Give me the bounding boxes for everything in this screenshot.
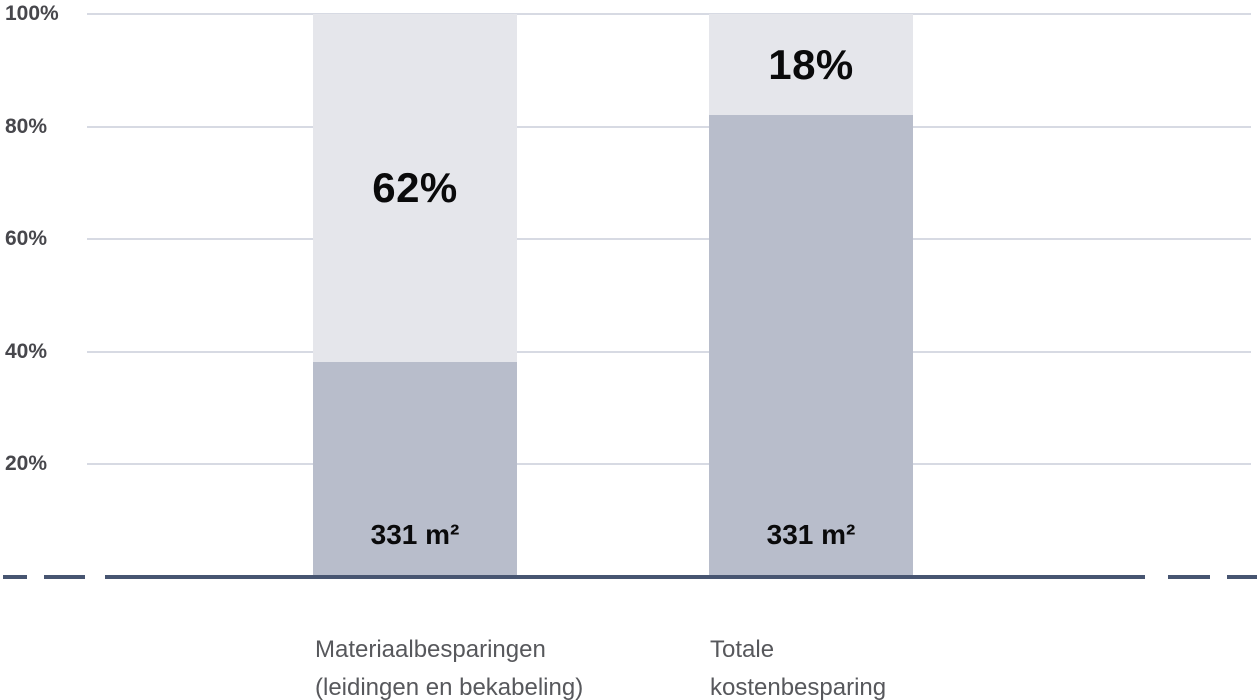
- area-value-label: 331 m²: [766, 519, 856, 550]
- y-axis-tick-label: 40%: [5, 340, 48, 363]
- y-axis-tick-label: 100%: [5, 2, 59, 25]
- bar-totale-kostenbesparing: 331 m² 18%: [709, 14, 913, 575]
- segment-dark: 331 m²: [313, 361, 517, 575]
- y-axis-tick-label: 80%: [5, 115, 48, 138]
- y-axis-tick-label: 20%: [5, 452, 48, 475]
- category-label: Totale kostenbesparing: [710, 631, 1040, 700]
- gridline: [87, 351, 1251, 353]
- gridline: [87, 13, 1251, 15]
- area-value-label: 331 m²: [370, 519, 460, 550]
- percent-value-label: 62%: [372, 163, 458, 211]
- x-axis-line: [3, 575, 1257, 579]
- segment-light: 18%: [709, 14, 913, 115]
- category-label-line: (leidingen en bekabeling): [315, 674, 584, 700]
- y-axis-tick-label: 60%: [5, 227, 48, 250]
- category-label-line: kostenbesparing: [710, 674, 887, 700]
- category-label: Materiaalbesparingen (leidingen en bekab…: [315, 631, 645, 700]
- gridline: [87, 463, 1251, 465]
- gridline: [87, 126, 1251, 128]
- segment-dark: 331 m²: [709, 114, 913, 575]
- gridline: [87, 238, 1251, 240]
- category-label-line: Materiaalbesparingen: [315, 636, 546, 663]
- bar-materiaalbesparingen: 331 m² 62%: [313, 14, 517, 575]
- segment-light: 62%: [313, 14, 517, 362]
- percent-value-label: 18%: [768, 40, 854, 88]
- category-label-line: Totale: [710, 636, 775, 663]
